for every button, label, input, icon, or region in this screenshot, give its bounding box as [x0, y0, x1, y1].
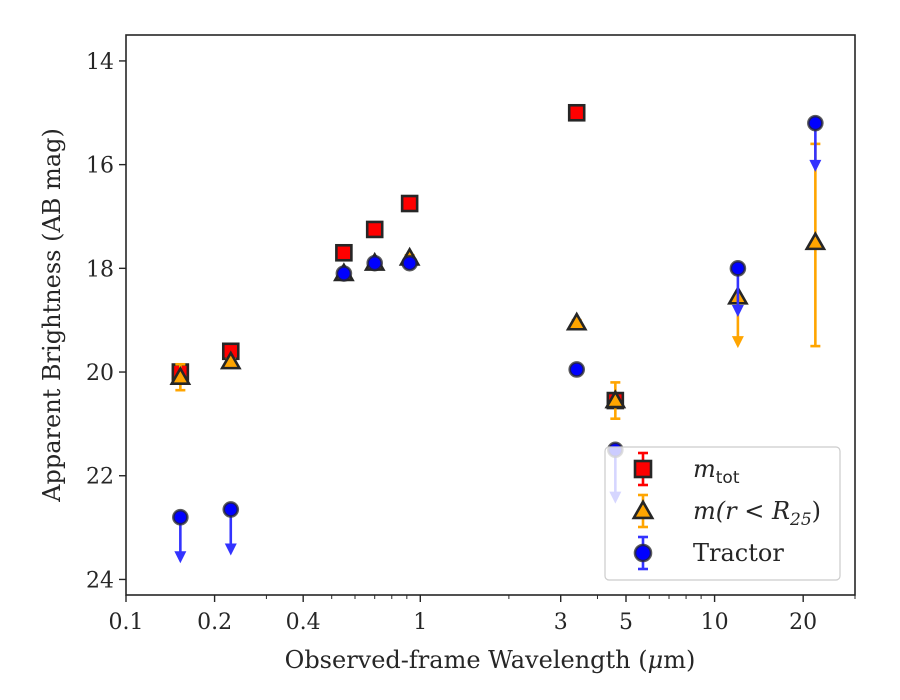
- mr25-point: [169, 362, 192, 392]
- plot-frame: [125, 34, 856, 596]
- axis-ticks: 0.1 0.2 0.4 1 3 5 10 20 14 16 18 20 22 24: [86, 50, 856, 635]
- x-tick-label: 0.2: [197, 610, 232, 635]
- tractor-point: [568, 361, 586, 378]
- x-tick-label: 0.1: [109, 610, 144, 635]
- upper-limit-arrow-head: [731, 336, 744, 349]
- legend-marker-mtot: [633, 459, 653, 479]
- tractor-marker: [807, 114, 824, 132]
- x-tick-label: 1: [413, 610, 427, 635]
- legend: mtot m(r < R25) Tractor: [604, 446, 841, 581]
- x-tick-label: 10: [701, 610, 729, 635]
- mtot-point: [335, 243, 353, 262]
- tractor-marker: [366, 254, 384, 272]
- tractor-marker: [729, 260, 747, 277]
- tractor-marker: [172, 508, 189, 526]
- mtot-point: [567, 103, 586, 122]
- mtot-marker: [567, 103, 586, 122]
- tractor-point: [222, 501, 240, 556]
- tractor-point: [729, 260, 747, 317]
- mtot-point: [365, 220, 384, 239]
- mr25-point: [604, 381, 627, 421]
- mr25-point: [804, 142, 827, 348]
- mr25-marker: [604, 389, 627, 409]
- series-mtot: [171, 103, 625, 410]
- mr25-marker: [804, 231, 827, 251]
- tractor-point: [401, 254, 418, 272]
- mtot-marker: [335, 243, 353, 262]
- x-tick-label: 0.4: [286, 610, 321, 635]
- x-axis-label-part: Observed-frame Wavelength (: [285, 646, 648, 674]
- tractor-marker: [335, 265, 353, 282]
- tractor-point: [172, 508, 189, 564]
- x-tick-label: 20: [789, 610, 817, 635]
- y-axis-label: Apparent Brightness (AB mag): [38, 128, 66, 503]
- y-tick-label: 20: [86, 361, 114, 386]
- y-tick-label: 22: [86, 465, 114, 490]
- mr25-marker: [565, 311, 588, 331]
- y-tick-label: 16: [86, 154, 114, 179]
- upper-limit-arrow-head: [174, 551, 187, 564]
- legend-label-sub: 25: [789, 510, 812, 530]
- tractor-point: [807, 114, 824, 172]
- legend-entry-mr25: m(r < R25): [631, 493, 821, 530]
- legend-marker-mr25: [631, 499, 655, 520]
- mr25-point: [565, 311, 588, 331]
- x-axis-label-symbol: μ: [648, 646, 664, 674]
- y-tick-label: 18: [86, 257, 114, 282]
- mr25-point: [219, 350, 242, 370]
- mr25-marker: [219, 350, 242, 370]
- tractor-marker: [401, 254, 418, 272]
- legend-label-base: m: [693, 455, 716, 483]
- tractor-marker: [568, 361, 586, 378]
- tractor-marker: [222, 501, 240, 518]
- x-axis-label-part: m): [663, 646, 695, 674]
- legend-label-pre: m(r < R: [693, 497, 790, 525]
- legend-label-mr25: m(r < R25): [693, 497, 821, 530]
- upper-limit-arrow-head: [224, 543, 237, 556]
- mtot-marker: [365, 220, 384, 239]
- tractor-point: [366, 254, 384, 272]
- mtot-point: [400, 194, 419, 213]
- legend-label-sub: tot: [716, 468, 740, 488]
- legend-label-post: ): [812, 497, 821, 525]
- legend-label-mtot: mtot: [693, 455, 740, 488]
- legend-entry-tractor: Tractor: [633, 535, 784, 571]
- series-mr25: [169, 142, 827, 421]
- upper-limit-arrow-head: [731, 305, 744, 317]
- y-tick-label: 24: [86, 568, 114, 593]
- legend-box: [604, 446, 841, 581]
- legend-marker-tractor: [633, 543, 653, 563]
- y-tick-label: 14: [86, 50, 114, 75]
- upper-limit-arrow-head: [809, 159, 822, 172]
- mr25-marker: [169, 365, 192, 385]
- x-axis-label: Observed-frame Wavelength (μm): [285, 646, 696, 674]
- legend-entry-mtot: mtot: [633, 451, 740, 488]
- x-tick-label: 3: [554, 610, 568, 635]
- legend-label-tractor: Tractor: [693, 539, 784, 567]
- mtot-marker: [400, 194, 419, 213]
- tractor-point: [335, 265, 353, 282]
- x-tick-label: 5: [619, 610, 633, 635]
